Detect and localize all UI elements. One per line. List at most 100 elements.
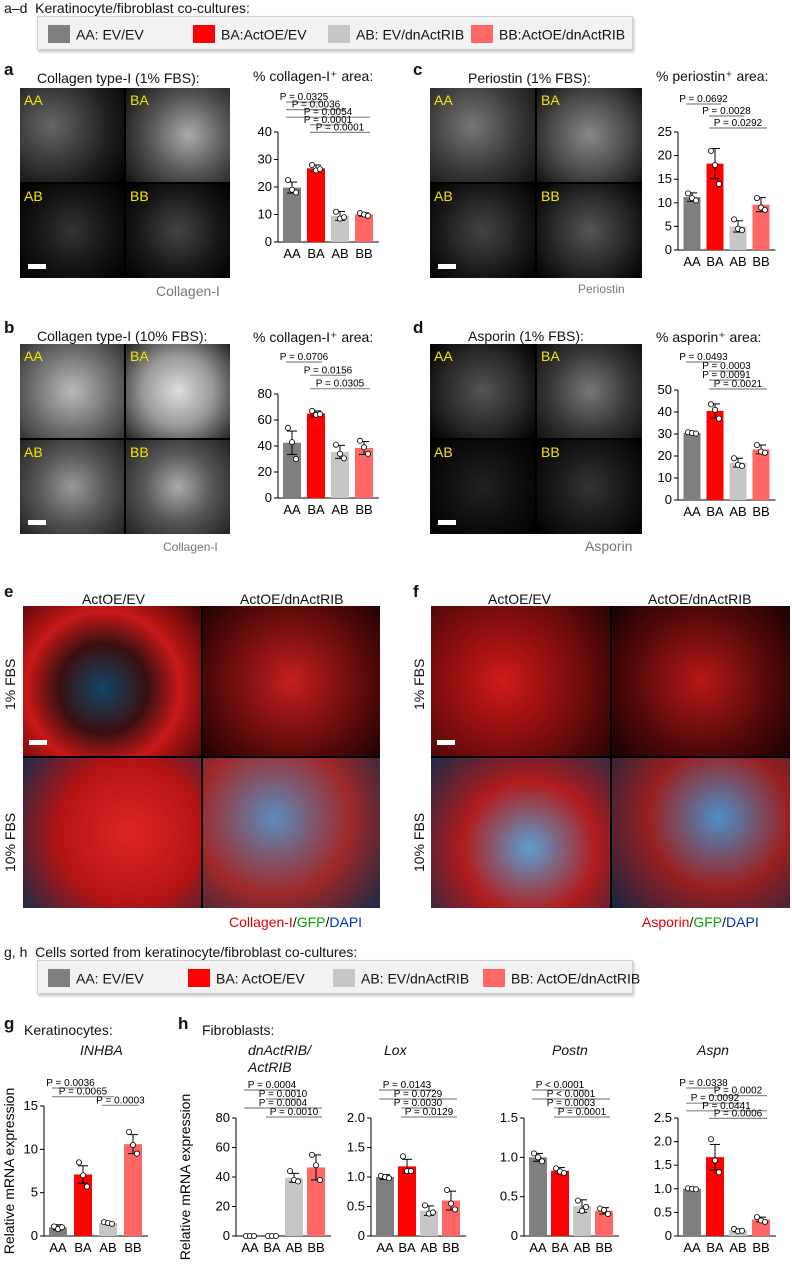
legend-swatch-ba	[193, 25, 215, 44]
x-tick-label: AA	[529, 1240, 547, 1255]
data-point	[535, 1154, 542, 1161]
panel-f-col2: ActOE/dnActRIB	[648, 591, 752, 607]
p-value-label: P = 0.0441	[702, 1101, 751, 1112]
x-tick-label: AB	[573, 1240, 590, 1255]
data-point	[708, 401, 715, 408]
data-point	[712, 162, 719, 169]
data-point	[553, 1165, 560, 1172]
y-tick-label: 0.5	[347, 1199, 365, 1214]
data-point	[126, 1129, 133, 1136]
data-point	[754, 1214, 761, 1221]
bar-aa	[683, 432, 701, 500]
scale-bar	[28, 520, 46, 525]
x-tick-label: AA	[283, 502, 301, 517]
x-tick-label: BB	[752, 504, 769, 519]
bar-ab	[285, 1177, 303, 1236]
x-tick-label: AA	[683, 254, 701, 269]
p-value-label: P = 0.0028	[702, 106, 751, 117]
stain-label-b: Collagen-I	[163, 540, 218, 554]
panel-e-col1: ActOE/EV	[82, 591, 146, 607]
y-tick-label: 2.0	[347, 1110, 365, 1125]
panel-label-g: g	[4, 1014, 15, 1033]
data-point	[289, 186, 296, 193]
y-tick-label: 0	[665, 242, 672, 257]
p-value-label: P = 0.0692	[679, 94, 728, 105]
x-tick-label: AB	[729, 504, 746, 519]
micrograph-f-10pct-ev	[431, 758, 610, 908]
panel-label-f: f	[413, 582, 419, 601]
micrograph-e-1pct-dn	[203, 606, 380, 756]
bar-bb	[124, 1144, 142, 1236]
scale-bar	[29, 740, 47, 745]
chart-g-title: INHBA	[80, 1042, 123, 1058]
y-tick-label: 1.5	[654, 1157, 672, 1172]
bar-bb	[355, 447, 373, 498]
micrograph-c-ab: AB	[430, 184, 535, 278]
p-value-label: P = 0.0729	[394, 1089, 443, 1100]
p-value-label: P = 0.0054	[304, 107, 353, 118]
x-tick-label: AB	[729, 1240, 746, 1255]
p-value-label: P = 0.0003	[96, 1095, 145, 1106]
panel-a-title: Collagen type-I (1% FBS):	[37, 70, 200, 86]
panel-f-col1: ActOE/EV	[488, 591, 552, 607]
legend-swatch-aa	[48, 969, 70, 988]
p-value-label: P = 0.0001	[558, 1107, 607, 1118]
p-value-label: P = 0.0143	[383, 1080, 432, 1091]
data-point	[400, 1153, 407, 1160]
y-tick-label: 0	[511, 1228, 518, 1243]
data-point	[309, 162, 316, 169]
data-point	[365, 212, 372, 219]
y-tick-label: 0.5	[500, 1189, 518, 1204]
data-point	[80, 1172, 87, 1179]
bar-ab	[420, 1210, 438, 1236]
data-point	[716, 180, 723, 187]
panel-label-a: a	[4, 60, 14, 79]
data-point	[716, 415, 723, 422]
data-point	[365, 450, 372, 457]
chart-h2-title: Lox	[384, 1042, 407, 1058]
legend-item-ab: AB: EV/dnActRIB	[333, 969, 469, 988]
data-point	[129, 1142, 136, 1149]
data-point	[84, 1183, 91, 1190]
x-tick-label: AB	[729, 254, 746, 269]
x-tick-label: BB	[124, 1240, 141, 1255]
y-tick-label: 0	[665, 492, 672, 507]
data-point	[708, 147, 715, 154]
panel-label-c: c	[413, 60, 423, 79]
p-value-label: P = 0.0706	[280, 352, 329, 363]
x-tick-label: BA	[551, 1240, 569, 1255]
data-point	[583, 1203, 590, 1210]
panel-h-subtitle: Fibroblasts:	[202, 1022, 275, 1038]
micrograph-e-10pct-dn	[203, 758, 380, 908]
y-tick-label: 10	[24, 1141, 38, 1156]
data-point	[444, 1186, 451, 1193]
p-value-label: P < 0.0001	[536, 1080, 585, 1091]
y-tick-label: 40	[258, 124, 272, 139]
legend-swatch-ab	[333, 969, 355, 988]
panel-e-col2: ActOE/dnActRIB	[240, 591, 344, 607]
y-tick-label: 0	[358, 1228, 365, 1243]
panel-label-d: d	[413, 318, 424, 337]
panel-b-title: Collagen type-I (10% FBS):	[37, 328, 208, 344]
data-point	[316, 1176, 323, 1183]
data-point	[561, 1170, 568, 1177]
micrograph-b-ba: BA	[126, 344, 230, 438]
y-tick-label: 10	[258, 207, 272, 222]
x-tick-label: BA	[706, 254, 724, 269]
data-point	[430, 1209, 437, 1216]
bar-aa	[683, 197, 701, 250]
y-tick-label: 0	[223, 1228, 230, 1243]
y-tick-label: 80	[216, 1110, 230, 1125]
data-point	[754, 442, 761, 449]
data-point	[293, 456, 300, 463]
legend-item-bb: BB: ActOE/dnActRIB	[483, 969, 640, 988]
bar-ab	[331, 451, 349, 498]
micrograph-b-aa: AA	[20, 344, 124, 438]
x-tick-label: BA	[706, 504, 724, 519]
p-value-label: P = 0.0003	[702, 361, 751, 372]
legend-swatch-bb	[483, 969, 505, 988]
y-tick-label: 1.0	[347, 1169, 365, 1184]
